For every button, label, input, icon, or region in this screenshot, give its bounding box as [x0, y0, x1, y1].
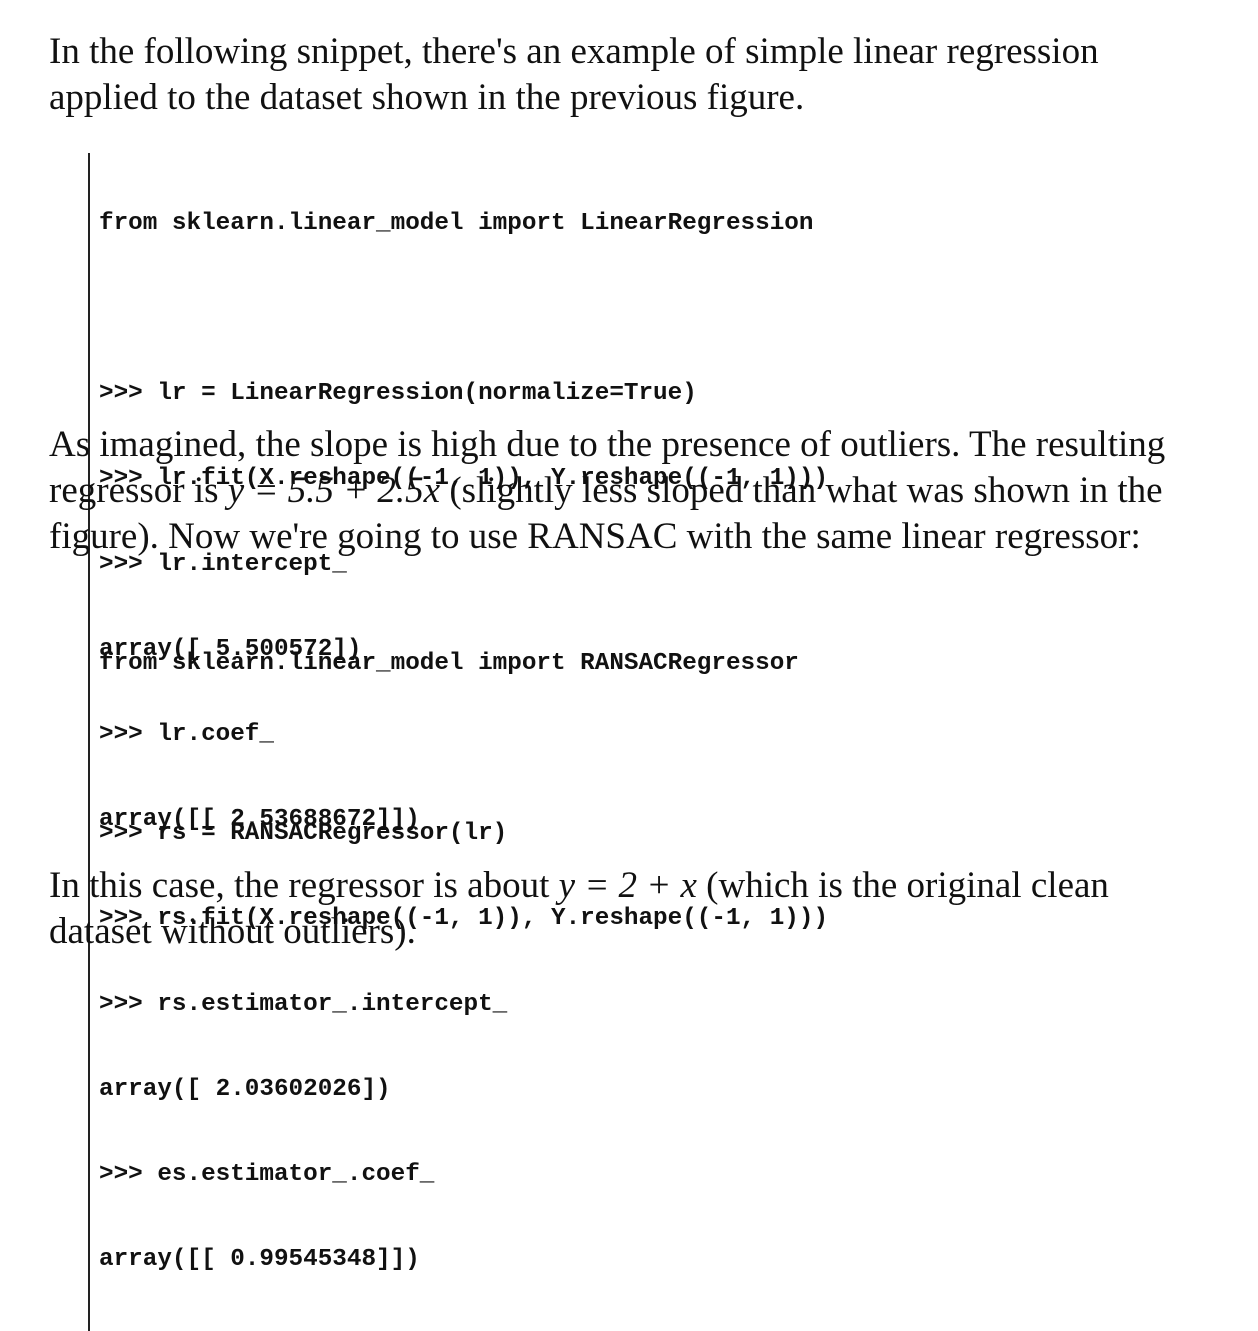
- code-line-import: from sklearn.linear_model import RANSACR…: [99, 649, 799, 677]
- text-span: (slightly less sloped than what was show…: [440, 470, 1163, 511]
- text-span: In this case, the regressor is about: [49, 865, 559, 906]
- code-line: >>> rs.fit(X.reshape((-1, 1)), Y.reshape…: [99, 905, 829, 933]
- code-block-ransac: from sklearn.linear_model import RANSACR…: [88, 593, 828, 1331]
- conclusion-paragraph: In this case, the regressor is about y =…: [49, 863, 1209, 955]
- document-page: In the following snippet, there's an exa…: [49, 29, 1209, 1331]
- text-line: applied to the dataset shown in the prev…: [49, 77, 805, 118]
- text-line: In this case, the regressor is about y =…: [49, 863, 1209, 909]
- text-span: (which is the original clean: [696, 865, 1109, 906]
- code-line: >>> lr.coef_: [99, 721, 274, 749]
- code-output-line: array([ 2.03602026]): [99, 1075, 391, 1103]
- text-line: regressor is y = 5.5 + 2.5x (slightly le…: [49, 468, 1209, 514]
- text-line: figure). Now we're going to use RANSAC w…: [49, 516, 1141, 557]
- code-line: >>> rs.estimator_.intercept_: [99, 990, 508, 1018]
- code-line-import: from sklearn.linear_model import LinearR…: [99, 209, 814, 237]
- code-output-line: array([ 5.500572]): [99, 635, 362, 663]
- code-line: >>> lr.intercept_: [99, 550, 347, 578]
- text-line: In the following snippet, there's an exa…: [49, 31, 1099, 72]
- code-line: >>> lr.fit(X.reshape((-1, 1)), Y.reshape…: [99, 465, 829, 493]
- text-line: As imagined, the slope is high due to th…: [49, 424, 1166, 465]
- code-block-linear-regression: from sklearn.linear_model import LinearR…: [88, 153, 829, 892]
- code-blank-line: [99, 735, 828, 763]
- text-span: regressor is: [49, 470, 228, 511]
- text-line: dataset without outliers).: [49, 911, 416, 952]
- code-blank-line: [99, 295, 828, 323]
- code-line: >>> rs = RANSACRegressor(lr): [99, 820, 508, 848]
- regression-formula: y = 2 + x: [558, 865, 697, 906]
- code-output-line: array([[ 2.53688672]]): [99, 806, 420, 834]
- regression-formula: y = 5.5 + 2.5x: [227, 470, 441, 511]
- code-output-line: array([[ 0.99545348]]): [99, 1246, 420, 1274]
- ransac-intro-paragraph: As imagined, the slope is high due to th…: [49, 422, 1209, 560]
- intro-paragraph: In the following snippet, there's an exa…: [49, 29, 1209, 121]
- code-line: >>> lr = LinearRegression(normalize=True…: [99, 380, 697, 408]
- code-line: >>> es.estimator_.coef_: [99, 1161, 435, 1189]
